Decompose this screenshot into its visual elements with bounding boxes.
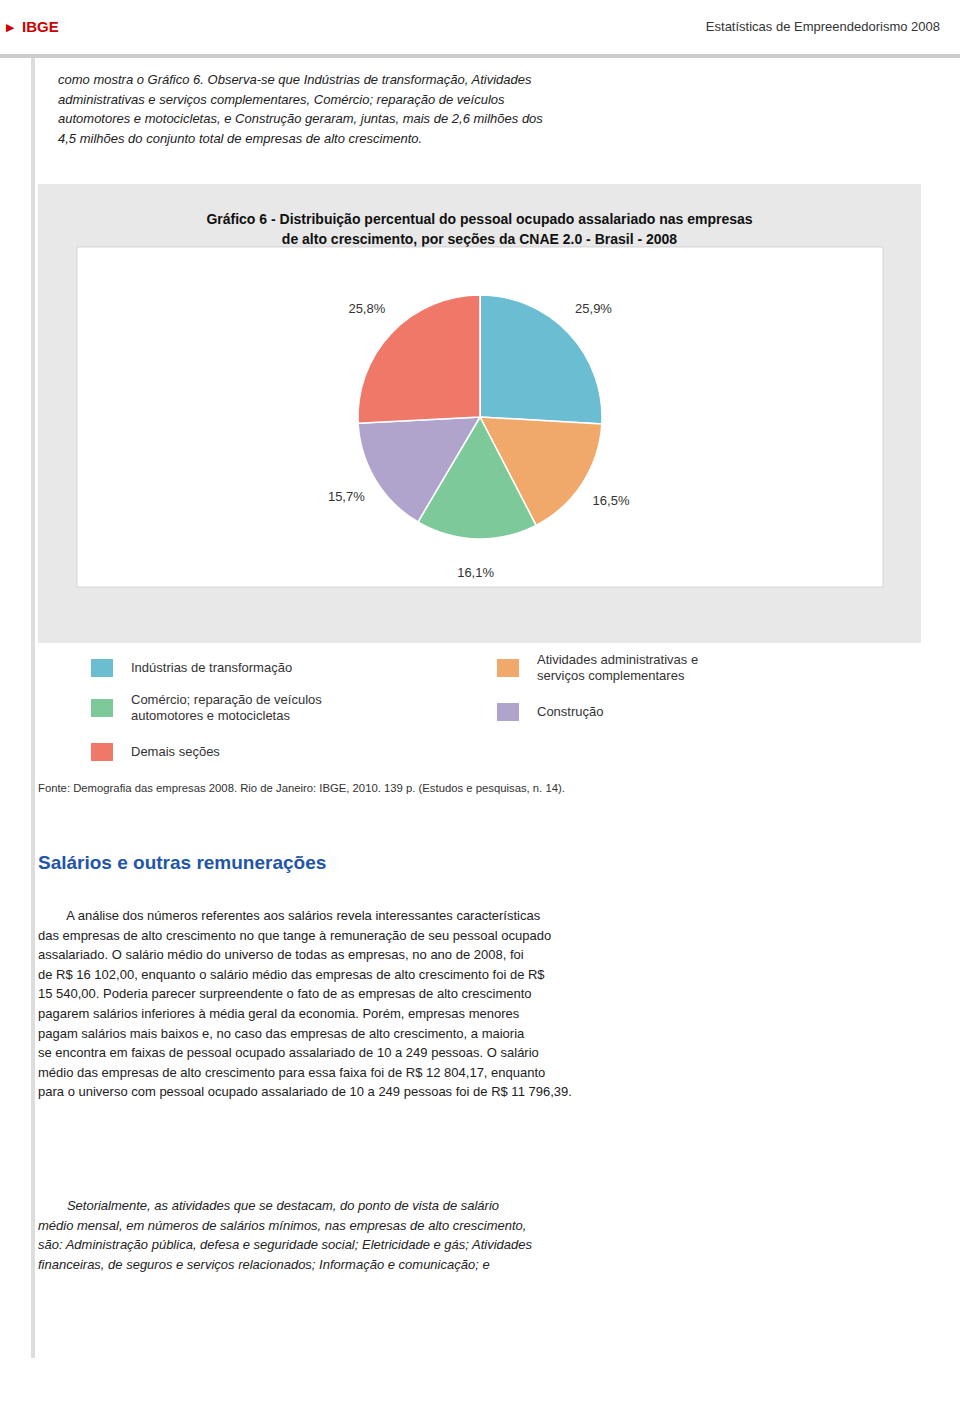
- legend-swatch: [91, 659, 113, 677]
- text-line: Gráfico 6 - Distribuição percentual do p…: [206, 211, 752, 227]
- legend-swatch: [91, 743, 113, 761]
- data-labels: 25,9% 16,5% 16,1% 15,7% 25,8%: [328, 301, 630, 580]
- legend-label: Atividades administrativas eserviços com…: [537, 652, 698, 683]
- header-rule: [0, 54, 960, 58]
- text-line: Setorialmente, as atividades que se dest…: [38, 1198, 499, 1213]
- plot-box: [77, 247, 883, 587]
- margin-rule: [31, 58, 35, 1358]
- page: ▶ IBGE Estatísticas de Empreendedorismo 20…: [0, 0, 960, 1414]
- text-line: assalariado. O salário médio do universo…: [38, 947, 524, 962]
- chart-title: Gráfico 6 - Distribuição percentual do p…: [206, 211, 752, 247]
- section-title: Salários e outras remunerações: [38, 852, 326, 873]
- text-line: administrativas e serviços complementare…: [58, 92, 505, 107]
- text-line: médio das empresas de alto crescimento p…: [38, 1065, 545, 1080]
- legend-label: Indústrias de transformação: [131, 660, 292, 675]
- legend-swatch: [497, 659, 519, 677]
- data-label: 25,8%: [348, 301, 385, 316]
- text-line: pagam salários mais baixos e, no caso da…: [38, 1026, 525, 1041]
- text-line: automotores e motocicletas, e Construção…: [58, 111, 543, 126]
- body-text: Setorialmente, as atividades que se dest…: [38, 1198, 533, 1272]
- logo-mark: ▶: [6, 21, 15, 33]
- data-label: 16,1%: [457, 565, 494, 580]
- body-text: A análise dos números referentes aos sal…: [38, 908, 572, 1099]
- text-line: Demais seções: [131, 744, 220, 759]
- text-line: serviços complementares: [537, 668, 685, 683]
- text-line: como mostra o Gráfico 6. Observa-se que …: [58, 72, 532, 87]
- text-line: Comércio; reparação de veículos: [131, 692, 322, 707]
- header-text: Estatísticas de Empreendedorismo 2008: [706, 19, 940, 34]
- text-line: Indústrias de transformação: [131, 660, 292, 675]
- text-line: das empresas de alto crescimento no que …: [38, 928, 551, 943]
- text-line: automotores e motocicletas: [131, 708, 290, 723]
- text-line: de R$ 16 102,00, enquanto o salário médi…: [38, 967, 545, 982]
- text-line: de alto crescimento, por seções da CNAE …: [282, 231, 677, 247]
- text-line: financeiras, de seguros e serviços relac…: [38, 1257, 490, 1272]
- text-line: 15 540,00. Poderia parecer surpreendente…: [38, 986, 532, 1001]
- legend-swatch: [497, 703, 519, 721]
- text-line: para o universo com pessoal ocupado assa…: [38, 1084, 572, 1099]
- legend-swatch: [91, 699, 113, 717]
- text-line: se encontra em faixas de pessoal ocupado…: [38, 1045, 539, 1060]
- text-line: Construção: [537, 704, 603, 719]
- legend-label: Comércio; reparação de veículosautomotor…: [131, 692, 322, 723]
- legend: Indústrias de transformação Atividades ad…: [91, 652, 698, 761]
- legend-label: Construção: [537, 704, 603, 719]
- body-text: como mostra o Gráfico 6. Observa-se que …: [58, 72, 543, 146]
- data-label: 15,7%: [328, 489, 365, 504]
- data-label: 25,9%: [575, 301, 612, 316]
- text-line: são: Administração pública, defesa e seg…: [38, 1237, 533, 1252]
- text-line: médio mensal, em números de salários mín…: [38, 1218, 526, 1233]
- text-line: Atividades administrativas e: [537, 652, 698, 667]
- pie: [358, 295, 602, 539]
- source-note: Fonte: Demografia das empresas 2008. Rio…: [38, 782, 565, 794]
- text-line: A análise dos números referentes aos sal…: [38, 908, 541, 923]
- pie-slice: [358, 417, 480, 522]
- text-line: 4,5 milhões do conjunto total de empresa…: [58, 131, 422, 146]
- text-line: pagarem salários inferiores à média gera…: [38, 1006, 520, 1021]
- chart-panel: [38, 184, 921, 643]
- logo: IBGE: [22, 18, 59, 35]
- legend-label: Demais seções: [131, 744, 220, 759]
- data-label: 16,5%: [593, 493, 630, 508]
